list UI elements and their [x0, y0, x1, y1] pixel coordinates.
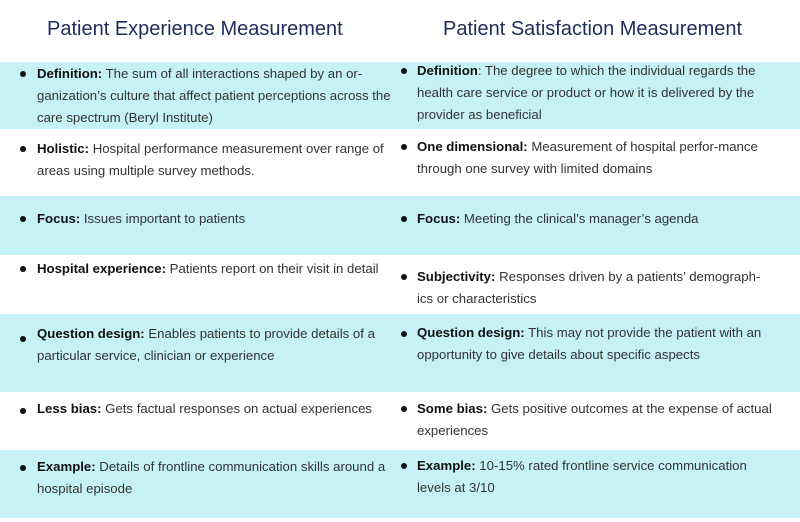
term-description: Hospital performance measurement over ra…	[37, 141, 384, 178]
term-description: 10-15% rated frontline service communica…	[417, 458, 747, 495]
bullet-icon	[401, 274, 407, 280]
patient-satisfaction-title: Patient Satisfaction Measurement	[443, 18, 743, 40]
table-header: Patient Experience Measurement Patient S…	[0, 0, 800, 62]
table-row: Definition: The sum of all interactions …	[0, 62, 800, 129]
table-row: Focus: Issues important to patients Focu…	[0, 196, 800, 255]
term-label: Some bias:	[417, 401, 488, 416]
experience-cell: Question design: Enables patients to pro…	[37, 323, 397, 367]
bullet-icon	[401, 144, 407, 150]
satisfaction-cell: Question design: This may not provide th…	[417, 322, 772, 366]
bullet-icon	[20, 336, 26, 342]
satisfaction-cell: Subjectivity: Responses driven by a pati…	[417, 266, 772, 310]
bullet-icon	[20, 146, 26, 152]
term-label: Example:	[37, 459, 96, 474]
term-description: Patients report on their visit in detail	[166, 261, 379, 276]
term-description: This may not provide the patient with an…	[417, 325, 762, 362]
term-label: One dimensional:	[417, 139, 528, 154]
term-description: Enables patients to provide details of a…	[37, 326, 375, 363]
experience-cell: Definition: The sum of all interactions …	[37, 63, 397, 129]
experience-cell: Holistic: Hospital performance measureme…	[37, 138, 397, 182]
experience-cell: Hospital experience: Patients report on …	[37, 258, 397, 280]
bullet-icon	[20, 408, 26, 414]
term-label: Less bias:	[37, 401, 102, 416]
experience-cell: Focus: Issues important to patients	[37, 208, 397, 230]
term-description: The sum of all interactions shaped by an…	[37, 66, 391, 125]
term-description: Gets factual responses on actual experie…	[101, 401, 373, 416]
table-row: Example: Details of frontline communicat…	[0, 450, 800, 518]
term-label: Question design:	[37, 326, 145, 341]
bullet-icon	[20, 216, 26, 222]
term-description: Gets positive outcomes at the expense of…	[417, 401, 772, 438]
term-label: Focus:	[37, 211, 81, 226]
bullet-icon	[20, 465, 26, 471]
satisfaction-cell: Focus: Meeting the clinical’s manager’s …	[417, 208, 772, 230]
table-row: Holistic: Hospital performance measureme…	[0, 129, 800, 196]
term-label: Question design:	[417, 325, 525, 340]
bullet-icon	[401, 216, 407, 222]
bullet-icon	[401, 463, 407, 469]
table-row: Question design: Enables patients to pro…	[0, 314, 800, 392]
experience-cell: Example: Details of frontline communicat…	[37, 456, 397, 500]
term-description: Issues important to patients	[80, 211, 246, 226]
satisfaction-cell: Definition: The degree to which the indi…	[417, 60, 772, 126]
term-description: Measurement of hospital perfor-mance thr…	[417, 139, 758, 176]
term-label: Definition:	[37, 66, 103, 81]
bullet-icon	[20, 266, 26, 272]
experience-cell: Less bias: Gets factual responses on act…	[37, 398, 397, 420]
table-row: Less bias: Gets factual responses on act…	[0, 392, 800, 450]
term-label: Focus:	[417, 211, 461, 226]
bullet-icon	[20, 71, 26, 77]
term-description: Meeting the clinical’s manager’s agenda	[460, 211, 699, 226]
term-label: Definition	[417, 63, 478, 78]
patient-experience-title: Patient Experience Measurement	[47, 18, 343, 40]
term-label: Holistic:	[37, 141, 90, 156]
satisfaction-cell: Example: 10-15% rated frontline service …	[417, 455, 772, 499]
term-label: Hospital experience:	[37, 261, 166, 276]
table-row: Hospital experience: Patients report on …	[0, 255, 800, 314]
satisfaction-cell: One dimensional: Measurement of hospital…	[417, 136, 772, 180]
term-label: Subjectivity:	[417, 269, 496, 284]
term-label: Example:	[417, 458, 476, 473]
satisfaction-cell: Some bias: Gets positive outcomes at the…	[417, 398, 772, 442]
term-description: Details of frontline communication skill…	[37, 459, 386, 496]
bullet-icon	[401, 331, 407, 337]
bullet-icon	[401, 68, 407, 74]
term-description: Responses driven by a patients’ demograp…	[417, 269, 761, 306]
term-description: : The degree to which the individual reg…	[417, 63, 756, 122]
bullet-icon	[401, 406, 407, 412]
